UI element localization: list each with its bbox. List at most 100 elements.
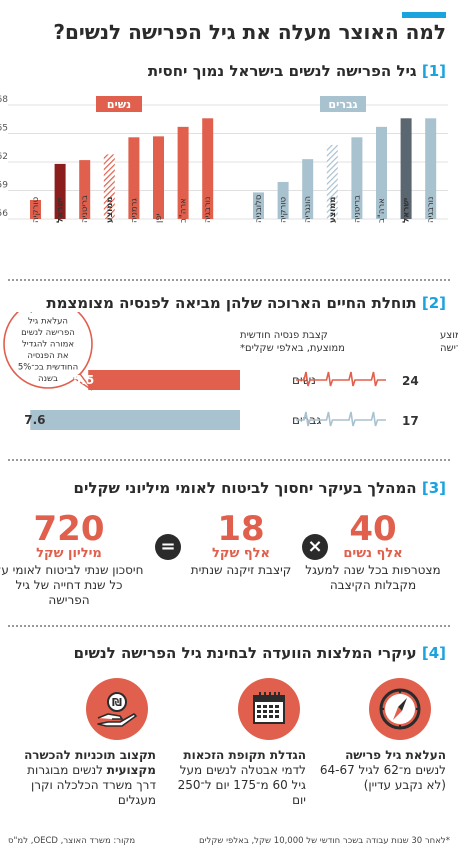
bar bbox=[79, 160, 91, 219]
stat-unit: אלף שקל bbox=[212, 546, 270, 561]
category-label: הונגריה bbox=[303, 196, 313, 223]
category-label: ישראל bbox=[56, 198, 66, 223]
stat-annual-savings: 720 מיליון שקל חיסכון שנתי לביטוח לאומי … bbox=[0, 512, 144, 608]
callout-circle bbox=[3, 312, 93, 389]
section1-number: [1] bbox=[421, 62, 446, 80]
bar bbox=[253, 192, 264, 219]
series-label: נשים bbox=[107, 98, 131, 111]
recommendation-bold: תקצוב תוכניות להכשרה מקצועית bbox=[24, 748, 156, 777]
heartbeat-line bbox=[296, 371, 386, 387]
life-expectancy-pension-chart: מס' שנות החיים הממוצעלאחר הפרישה קצבת פנס… bbox=[3, 312, 458, 430]
pension-value: 7.6 bbox=[24, 413, 45, 427]
stat-number: 18 bbox=[217, 509, 265, 549]
bar bbox=[30, 200, 41, 219]
y-tick-label: 62 bbox=[0, 152, 8, 162]
multiply-icon: × bbox=[302, 534, 328, 560]
bar bbox=[326, 144, 338, 219]
years-value: 24 bbox=[402, 374, 419, 388]
section2-title: [2] תוחלת החיים הארוכה שלהן מביאה לפנסיה… bbox=[6, 294, 446, 312]
bar bbox=[376, 126, 387, 219]
recommendation-bold: הגדלת תקופת הזכאות bbox=[183, 748, 306, 762]
section2-title-text: תוחלת החיים הארוכה שלהן מביאה לפנסיה מצו… bbox=[46, 294, 417, 312]
callout-pointer bbox=[72, 373, 93, 391]
recommendation-text: לנשים מבוגרות דרך משרד הכלכלה וקרן מעגלי… bbox=[27, 763, 156, 807]
bar bbox=[302, 159, 314, 219]
calendar-icon bbox=[238, 678, 300, 740]
bar bbox=[202, 118, 214, 219]
section3-title-text: המהלך בעיקר יחסוך לביטוח לאומי מיליוני ש… bbox=[73, 479, 417, 497]
category-label: ממוצע bbox=[328, 197, 338, 223]
recommendation-training: תקצוב תוכניות להכשרה מקצועית לנשים מבוגר… bbox=[10, 748, 156, 808]
series-label-box bbox=[320, 96, 366, 112]
source-note: מקור: משרד האוצר, OECD, למ"ס bbox=[8, 836, 136, 846]
y-tick-label: 56 bbox=[0, 209, 8, 219]
section2-number: [2] bbox=[421, 294, 446, 312]
recommendation-unemployment: הגדלת תקופת הזכאות לדמי אבטלה לנשים מעל … bbox=[168, 748, 306, 808]
pension-bar bbox=[30, 410, 240, 430]
recommendation-raise-age: העלאת גיל פרישה לנשים מ־62 לגיל 64-67 (ל… bbox=[312, 748, 446, 793]
hand-coin-icon: ₪ bbox=[86, 678, 148, 740]
retirement-age-chart: 68 65 62 59 56 טורקיה ישראל בריטניה ממוצע גרמניה… bbox=[0, 95, 448, 223]
bar bbox=[277, 181, 289, 219]
stat-unit: מיליון שקל bbox=[36, 546, 102, 561]
pension-bar bbox=[88, 370, 240, 390]
pension-column-header: קצבת פנסיה חודשית ממוצעת, באלפי שקלים* bbox=[240, 330, 345, 354]
stat-unit: אלף נשים bbox=[343, 546, 403, 561]
category-label: ארה"ב bbox=[179, 198, 189, 223]
compass-icon bbox=[369, 678, 431, 740]
series-label-box bbox=[96, 96, 142, 112]
divider bbox=[8, 279, 450, 281]
divider bbox=[8, 459, 450, 461]
section1-title: [1] גיל הפרישה לנשים בישראל נמוך יחסית bbox=[6, 62, 446, 80]
years-value: 17 bbox=[402, 414, 419, 428]
footnote: *לאחר 30 שנות עבודה בשכר חודשי של 10,000… bbox=[199, 836, 450, 846]
category-label: יפן bbox=[154, 213, 164, 223]
recommendation-text: לנשים מ־62 לגיל 64-67 (לא נקבע עדיין) bbox=[319, 763, 446, 792]
heartbeat-line bbox=[296, 411, 386, 427]
bar bbox=[177, 126, 189, 219]
y-tick-label: 59 bbox=[0, 181, 8, 191]
section4-title: [4] עיקרי המלצות הוועדה לבחינת גיל הפריש… bbox=[6, 644, 446, 662]
bar bbox=[351, 137, 363, 219]
section3-number: [3] bbox=[421, 479, 446, 497]
bar bbox=[425, 118, 437, 219]
bar bbox=[128, 137, 140, 219]
bar bbox=[153, 136, 164, 219]
category-label: בריטניה bbox=[80, 195, 90, 223]
y-tick-label: 65 bbox=[0, 124, 8, 134]
category-label: בריטניה bbox=[352, 195, 362, 223]
category-label: ארה"ב bbox=[377, 198, 387, 223]
pension-value: 5.5 bbox=[73, 373, 94, 387]
header-accent-bar bbox=[402, 12, 446, 18]
stat-annual-pension: 18 אלף שקל קיצבת זיקנה שנתית bbox=[166, 512, 316, 578]
stat-description: חיסכון שנתי לביטוח לאומי על כל שנת דחייה… bbox=[0, 563, 144, 607]
years-column-header: מס' שנות החיים הממוצעלאחר הפרישה bbox=[440, 330, 458, 354]
bar bbox=[400, 118, 412, 219]
category-label: ממוצע bbox=[105, 197, 115, 223]
category-label: סלובניה bbox=[254, 194, 264, 223]
bar bbox=[54, 163, 66, 219]
equals-icon: = bbox=[155, 534, 181, 560]
bar bbox=[103, 154, 115, 219]
stat-women-per-year: 40 אלף נשים מצטרפות בכל שנה למעגל מקבלות… bbox=[298, 512, 448, 593]
section4-title-text: עיקרי המלצות הוועדה לבחינת גיל הפרישה לנ… bbox=[73, 644, 417, 662]
page-title: למה האוצר מעלה את גיל הפרישה לנשים? bbox=[53, 20, 446, 44]
section3-title: [3] המהלך בעיקר יחסוך לביטוח לאומי מיליו… bbox=[6, 479, 446, 497]
stat-number: 720 bbox=[33, 509, 105, 549]
section4-number: [4] bbox=[421, 644, 446, 662]
stat-number: 40 bbox=[349, 509, 397, 549]
recommendation-text: לדמי אבטלה לנשים מעל גיל 60 מ־175 יום ל־… bbox=[177, 763, 306, 807]
category-label: גרמניה bbox=[129, 198, 139, 223]
stat-description: קיצבת זיקנה שנתית bbox=[190, 563, 292, 577]
y-tick-label: 68 bbox=[0, 95, 8, 105]
stat-description: מצטרפות בכל שנה למעגל מקבלות הקיצבה bbox=[305, 563, 441, 592]
category-label: טורקיה bbox=[31, 196, 41, 223]
category-label: ישראל bbox=[402, 198, 412, 223]
series-label: גברים bbox=[328, 98, 357, 111]
category-label: נורבגיה bbox=[203, 197, 213, 223]
divider bbox=[8, 625, 450, 627]
category-label: טורקיה bbox=[279, 196, 289, 223]
svg-text:₪: ₪ bbox=[112, 696, 122, 709]
recommendation-bold: העלאת גיל פרישה bbox=[345, 748, 446, 762]
